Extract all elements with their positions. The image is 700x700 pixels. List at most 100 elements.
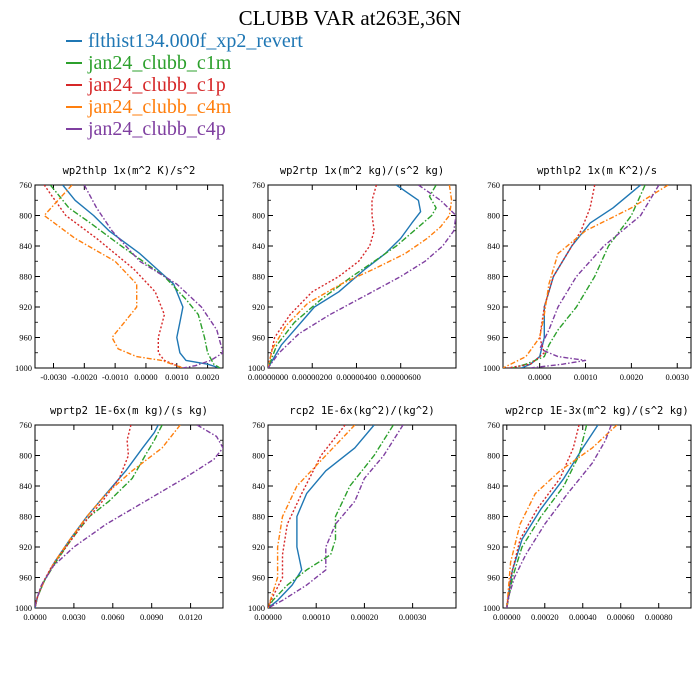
series-line (35, 425, 159, 608)
series-line (35, 425, 181, 608)
y-tick-label: 960 (252, 333, 265, 343)
series-line (268, 425, 356, 608)
legend-label: jan24_clubb_c4p (88, 118, 226, 140)
legend-swatch (66, 106, 82, 108)
x-tick-label: 0.00000 (254, 612, 282, 622)
series-line (268, 185, 456, 368)
y-tick-label: 920 (487, 542, 500, 552)
x-tick-label: 0.00030 (399, 612, 427, 622)
x-tick-label: 0.0000 (23, 612, 46, 622)
y-tick-label: 1000 (483, 363, 500, 373)
chart-panel: wp2thlp 1x(m^2 K)/s^2 760 800 840 880 920 960 1… (15, 165, 224, 382)
series-line (506, 425, 588, 608)
y-tick-label: 840 (487, 481, 500, 491)
series-line (43, 185, 184, 368)
plot-frame (34, 424, 224, 609)
x-tick-label: 0.00000200 (292, 372, 332, 382)
chart-title: wpthlp2 1x(m K^2)/s (537, 165, 657, 177)
chart-panel: wp2rcp 1E-3x(m^2 kg)/(s^2 kg) 760 800 840 88… (483, 405, 692, 622)
y-tick-label: 960 (19, 573, 32, 583)
y-tick-label: 760 (252, 180, 265, 190)
series-line (507, 185, 596, 368)
x-tick-label: 0.00000600 (381, 372, 421, 382)
series-line (268, 425, 394, 608)
series-line (530, 185, 660, 368)
series-line (268, 425, 404, 608)
x-tick-label: 0.00010 (302, 612, 330, 622)
y-tick-label: 800 (487, 451, 500, 461)
y-tick-label: 920 (487, 302, 500, 312)
y-tick-label: 760 (487, 180, 500, 190)
series-line (503, 185, 669, 368)
y-tick-label: 840 (19, 241, 32, 251)
chart-panel: wprtp2 1E-6x(m kg)/(s kg) 760 800 840 880 920… (15, 405, 224, 622)
x-tick-label: 0.00000 (493, 612, 521, 622)
series-line (512, 185, 646, 368)
y-tick-label: 1000 (248, 363, 265, 373)
series-line (49, 185, 221, 368)
y-tick-label: 920 (19, 302, 32, 312)
chart-title: rcp2 1E-6x(kg^2)/(kg^2) (289, 405, 434, 417)
y-tick-label: 1000 (15, 363, 32, 373)
y-tick-label: 960 (252, 573, 265, 583)
series-line (506, 425, 580, 608)
legend-item: jan24_clubb_c4p (66, 118, 303, 140)
legend: flthist134.000f_xp2_revert jan24_clubb_c… (66, 30, 303, 140)
x-tick-label: 0.00000400 (336, 372, 376, 382)
chart-title: wp2rtp 1x(m^2 kg)/(s^2 kg) (280, 165, 444, 177)
y-tick-label: 880 (19, 512, 32, 522)
x-tick-label: 0.0010 (165, 372, 188, 382)
y-tick-label: 760 (252, 420, 265, 430)
chart-panel: rcp2 1E-6x(kg^2)/(kg^2) 760 800 840 880 920 96… (248, 405, 457, 622)
legend-label: jan24_clubb_c4m (88, 96, 232, 118)
plot-frame (502, 424, 692, 609)
chart-title: wp2rcp 1E-3x(m^2 kg)/(s^2 kg) (505, 405, 688, 417)
y-tick-label: 760 (19, 420, 32, 430)
x-tick-label: 0.0030 (666, 372, 689, 382)
x-tick-label: 0.0020 (620, 372, 643, 382)
series-line (268, 185, 453, 368)
x-tick-label: 0.00040 (569, 612, 597, 622)
y-tick-label: 960 (487, 333, 500, 343)
y-tick-label: 760 (19, 180, 32, 190)
y-tick-label: 800 (487, 211, 500, 221)
legend-swatch (66, 62, 82, 64)
legend-label: flthist134.000f_xp2_revert (88, 30, 303, 52)
legend-swatch (66, 128, 82, 130)
series-line (268, 185, 378, 368)
chart-title: wprtp2 1E-6x(m kg)/(s kg) (50, 405, 208, 417)
y-tick-label: 1000 (15, 603, 32, 613)
x-tick-label: -0.0020 (71, 372, 97, 382)
legend-item: jan24_clubb_c1p (66, 74, 303, 96)
page-title: CLUBB VAR at263E,36N (238, 6, 462, 30)
x-tick-label: 0.0060 (101, 612, 124, 622)
y-tick-label: 840 (487, 241, 500, 251)
x-tick-label: -0.0030 (40, 372, 66, 382)
legend-item: jan24_clubb_c4m (66, 96, 303, 118)
y-tick-label: 880 (252, 272, 265, 282)
y-tick-label: 760 (487, 420, 500, 430)
chart-panel: wpthlp2 1x(m K^2)/s 760 800 840 880 920 960 100… (483, 165, 692, 382)
x-tick-label: 0.0000 (134, 372, 157, 382)
y-tick-label: 1000 (483, 603, 500, 613)
legend-swatch (66, 40, 82, 42)
series-line (506, 425, 599, 608)
y-tick-label: 1000 (248, 603, 265, 613)
x-tick-label: 0.00060 (607, 612, 635, 622)
chart-title: wp2thlp 1x(m^2 K)/s^2 (63, 165, 196, 177)
series-line (268, 185, 437, 368)
x-tick-label: 0.0120 (179, 612, 202, 622)
y-tick-label: 840 (252, 241, 265, 251)
legend-item: flthist134.000f_xp2_revert (66, 30, 303, 52)
y-tick-label: 880 (252, 512, 265, 522)
series-line (268, 185, 422, 368)
x-tick-label: 0.00020 (351, 612, 379, 622)
legend-label: jan24_clubb_c1p (88, 74, 226, 96)
y-tick-label: 880 (487, 272, 500, 282)
x-tick-label: 0.00000000 (248, 372, 288, 382)
chart-panel: wp2rtp 1x(m^2 kg)/(s^2 kg) 760 800 840 880 92… (248, 165, 457, 382)
series-line (62, 185, 221, 368)
y-tick-label: 960 (19, 333, 32, 343)
legend-label: jan24_clubb_c1m (88, 52, 232, 74)
